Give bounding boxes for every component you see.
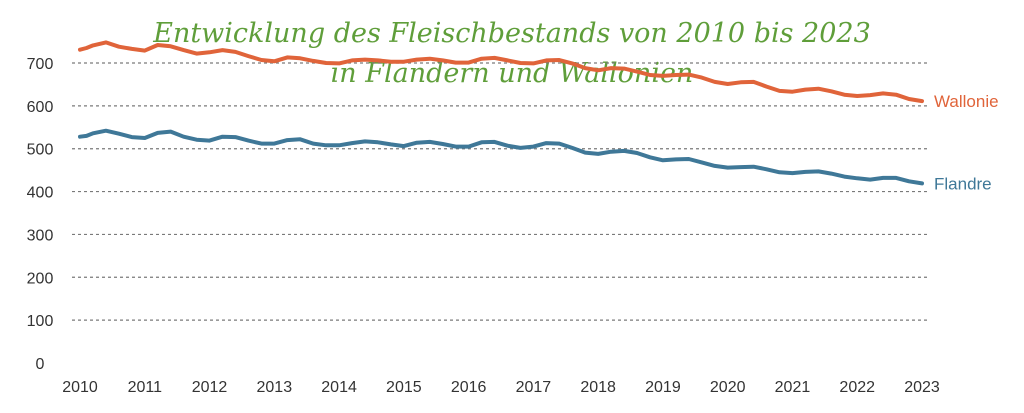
y-tick-label: 0 [36, 356, 45, 373]
y-tick-label: 200 [27, 270, 54, 287]
x-tick-label: 2013 [257, 379, 293, 396]
series-line-flandre [78, 128, 924, 186]
x-axis: 2010 2011 2012 2013 2014 2015 2016 2017 2018 2019… [62, 379, 940, 396]
series-labels: Wallonie Flandre [934, 92, 999, 193]
x-tick-label: 2018 [580, 379, 616, 396]
y-tick-label: 300 [27, 227, 54, 244]
x-tick-label: 2020 [710, 379, 746, 396]
x-tick-label: 2016 [451, 379, 487, 396]
x-tick-label: 2012 [192, 379, 228, 396]
x-tick-label: 2023 [904, 379, 940, 396]
series-lines [78, 40, 924, 186]
series-line-wallonie [78, 40, 924, 104]
x-tick-label: 2014 [321, 379, 357, 396]
x-tick-label: 2017 [516, 379, 552, 396]
y-tick-label: 100 [27, 313, 54, 330]
chart-title-line-1: Entwicklung des Fleischbestands von 2010… [153, 18, 871, 49]
x-tick-label: 2022 [839, 379, 875, 396]
y-tick-label: 400 [27, 185, 54, 202]
y-tick-label: 700 [27, 56, 54, 73]
y-axis: 0 100 200 300 400 500 600 700 [27, 56, 54, 373]
x-tick-label: 2019 [645, 379, 681, 396]
series-label-wallonie: Wallonie [934, 92, 999, 111]
grid [72, 62, 930, 321]
series-label-flandre: Flandre [934, 174, 992, 193]
y-tick-label: 600 [27, 99, 54, 116]
x-tick-label: 2021 [775, 379, 811, 396]
x-tick-label: 2010 [62, 379, 98, 396]
x-tick-label: 2011 [128, 379, 163, 396]
y-tick-label: 500 [27, 142, 54, 159]
x-tick-label: 2015 [386, 379, 422, 396]
